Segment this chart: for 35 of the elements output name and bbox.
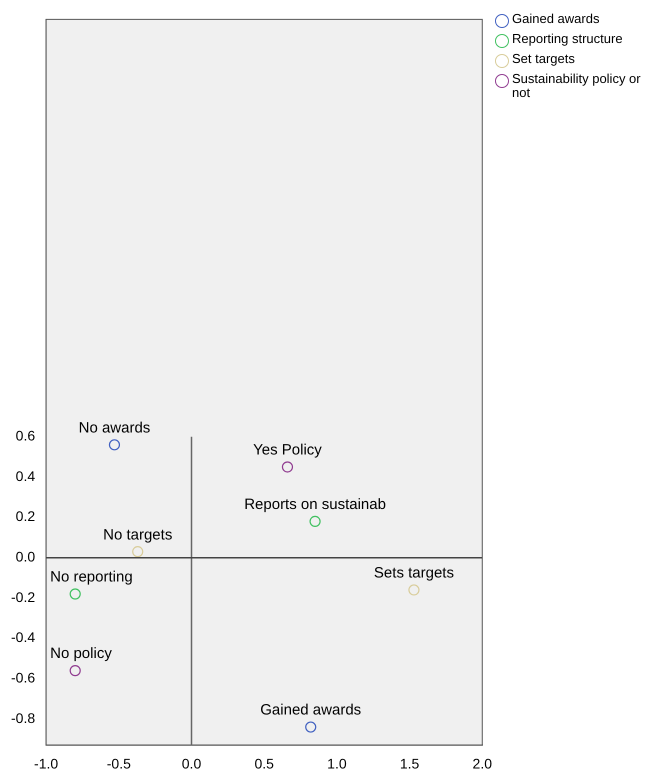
annotation: No reporting — [50, 568, 133, 586]
y-tick-label: -0.8 — [11, 710, 36, 726]
annotation: Yes Policy — [253, 442, 322, 459]
legend-label: Reporting structure — [512, 31, 623, 46]
point — [282, 461, 294, 473]
legend-label: Sustainability policy or not — [512, 71, 642, 100]
annotation: Sets targets — [374, 564, 454, 582]
point — [70, 665, 81, 676]
y-tick-label: 0.0 — [16, 548, 36, 565]
y-tick-label: 0.4 — [16, 468, 36, 484]
point — [305, 721, 316, 733]
x-tick-label: 0.5 — [254, 755, 274, 772]
point — [108, 439, 120, 450]
annotation: No policy — [50, 645, 112, 662]
point — [70, 588, 81, 600]
x-tick-label: 2.0 — [472, 755, 492, 772]
y-tick-label: -0.4 — [11, 629, 36, 646]
x-tick-label: -0.5 — [106, 755, 132, 772]
x-tick-label: 0.0 — [182, 755, 202, 772]
annotation: No awards — [78, 419, 150, 436]
annotation: No targets — [103, 526, 172, 544]
legend-label: Set targets — [512, 51, 575, 66]
annotation: Reports on sustainab — [244, 496, 386, 514]
legend-label: Gained awards — [512, 11, 600, 26]
point — [132, 546, 144, 558]
x-tick-label: 1.5 — [400, 755, 420, 772]
y-tick-label: -0.2 — [11, 588, 36, 605]
point — [309, 516, 321, 528]
x-tick-label: 1.0 — [327, 755, 347, 772]
x-tick-label: -1.0 — [34, 755, 58, 772]
y-tick-label: 0.2 — [16, 508, 36, 524]
y-tick-label: -0.6 — [11, 670, 36, 686]
annotation: Gained awards — [260, 702, 362, 719]
point — [408, 584, 420, 596]
y-tick-label: 0.6 — [16, 428, 36, 444]
